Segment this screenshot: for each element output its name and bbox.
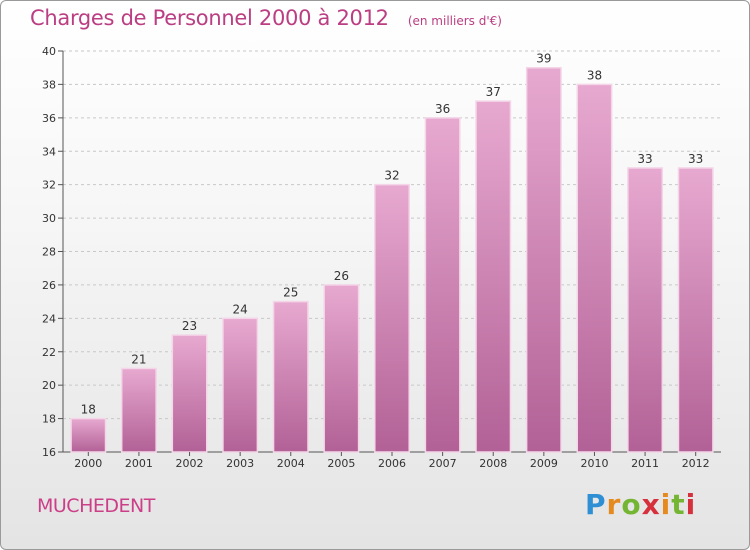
y-tick-label: 18 — [42, 413, 56, 426]
logo-letter: P — [585, 488, 607, 521]
y-tick-label: 24 — [42, 312, 56, 325]
bar — [171, 334, 208, 453]
logo-letter: r — [606, 488, 622, 521]
data-label: 23 — [182, 319, 197, 333]
commune-name: MUCHEDENT — [37, 495, 155, 517]
x-tick-label: 2012 — [682, 457, 710, 470]
data-label: 37 — [486, 85, 501, 99]
bar — [475, 100, 512, 453]
x-tick-label: 2005 — [327, 457, 355, 470]
bar — [374, 183, 410, 453]
logo-letter: x — [641, 488, 661, 521]
x-tick-label: 2002 — [176, 457, 204, 470]
bar — [272, 300, 309, 453]
y-tick-label: 26 — [42, 279, 56, 292]
data-label: 32 — [384, 169, 399, 183]
y-tick-label: 20 — [42, 379, 56, 392]
bar — [677, 167, 714, 453]
data-label: 25 — [283, 286, 298, 300]
logo-letter: o — [621, 488, 642, 521]
bar — [576, 83, 613, 453]
x-tick-label: 2003 — [226, 457, 254, 470]
bar — [70, 417, 107, 453]
title-row: Charges de Personnel 2000 à 2012 (en mil… — [30, 6, 502, 30]
y-tick-label: 32 — [42, 179, 56, 192]
proxiti-logo: Proxiti — [585, 488, 696, 521]
chart-subtitle: (en milliers d'€) — [407, 14, 502, 28]
y-tick-label: 36 — [42, 112, 56, 125]
bar — [222, 317, 259, 453]
logo-letter: t — [671, 488, 686, 521]
bar — [627, 167, 664, 453]
data-label: 21 — [131, 352, 146, 366]
bar — [424, 117, 461, 453]
y-tick-label: 16 — [42, 446, 56, 459]
x-tick-label: 2001 — [125, 457, 153, 470]
y-tick-label: 28 — [42, 246, 56, 259]
y-tick-label: 34 — [42, 145, 56, 158]
data-label: 39 — [536, 52, 551, 66]
data-label: 33 — [637, 152, 652, 166]
bar — [120, 367, 157, 453]
x-tick-label: 2010 — [580, 457, 608, 470]
x-tick-label: 2000 — [74, 457, 102, 470]
data-label: 18 — [81, 403, 96, 417]
x-tick-label: 2008 — [479, 457, 507, 470]
bar — [323, 284, 360, 453]
x-tick-label: 2006 — [378, 457, 406, 470]
data-label: 33 — [688, 152, 703, 166]
data-label: 36 — [435, 102, 450, 116]
x-tick-label: 2011 — [631, 457, 659, 470]
x-tick-label: 2004 — [277, 457, 305, 470]
data-label: 24 — [233, 302, 248, 316]
bar — [525, 66, 562, 453]
data-label: 38 — [587, 68, 602, 82]
data-label: 26 — [334, 269, 349, 283]
logo-letter: i — [685, 488, 697, 521]
logo-letter: i — [660, 488, 672, 521]
chart-title: Charges de Personnel 2000 à 2012 — [30, 6, 389, 30]
y-tick-label: 40 — [42, 45, 56, 58]
x-tick-label: 2009 — [530, 457, 558, 470]
y-tick-label: 38 — [42, 78, 56, 91]
y-tick-label: 22 — [42, 346, 56, 359]
y-tick-label: 30 — [42, 212, 56, 225]
x-tick-label: 2007 — [429, 457, 457, 470]
